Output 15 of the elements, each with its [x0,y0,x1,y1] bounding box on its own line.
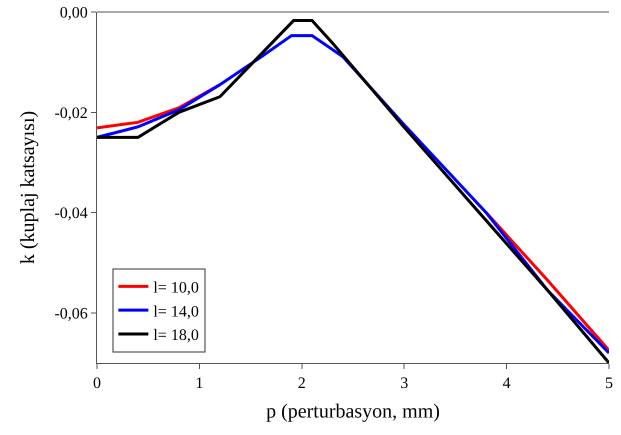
x-tick-label: 5 [605,375,613,392]
legend-label: l= 14,0 [153,303,199,320]
y-tick-label: -0,04 [54,205,88,222]
x-tick-label: 3 [400,375,408,392]
legend-label: l= 10,0 [153,280,199,297]
y-tick-label: -0,06 [54,305,88,322]
x-axis-title: p (perturbasyon, mm) [266,400,440,423]
y-tick-label: 0,00 [60,4,88,22]
x-tick-label: 1 [195,375,204,392]
x-tick-label: 0 [93,375,101,392]
y-tick-label: -0,02 [54,104,88,122]
x-tick-label: 2 [298,375,306,392]
x-tick-label: 4 [502,375,511,392]
y-axis-title: k (kuplaj katsayısı) [16,110,39,264]
legend-label: l= 18,0 [153,327,199,344]
